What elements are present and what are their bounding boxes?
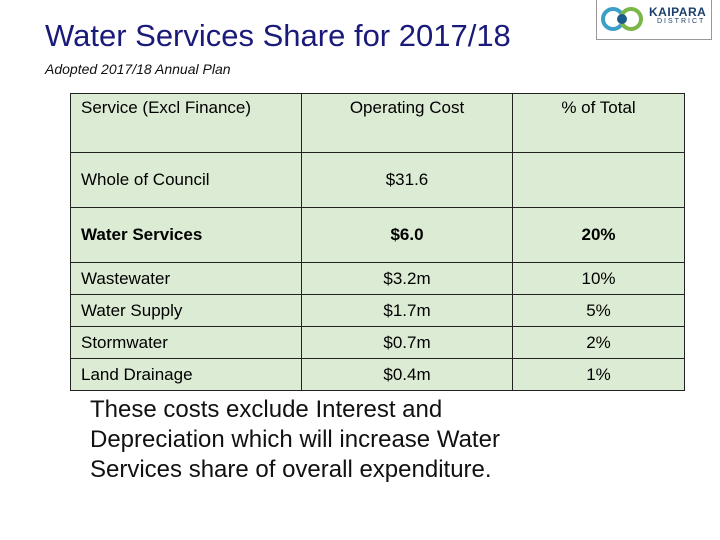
- table-cell: $31.6: [301, 152, 513, 208]
- table-cell: Whole of Council: [70, 152, 302, 208]
- table-row: Water Supply $1.7m 5%: [70, 294, 685, 327]
- table-cell: 5%: [512, 294, 685, 327]
- table-cell: 2%: [512, 326, 685, 359]
- table-cell: $0.4m: [301, 358, 513, 391]
- header-cell: Service (Excl Finance): [70, 93, 302, 153]
- table-row: Wastewater $3.2m 10%: [70, 262, 685, 295]
- header-cell: % of Total: [512, 93, 685, 153]
- table-cell: 10%: [512, 262, 685, 295]
- header-cell: Operating Cost: [301, 93, 513, 153]
- subtitle: Adopted 2017/18 Annual Plan: [45, 61, 231, 77]
- table-row: Stormwater $0.7m 2%: [70, 326, 685, 359]
- table-cell: 20%: [512, 207, 685, 263]
- table-cell: Water Services: [70, 207, 302, 263]
- logo: KAIPARA DISTRICT: [596, 0, 712, 40]
- table-cell: $0.7m: [301, 326, 513, 359]
- logo-text: KAIPARA: [649, 5, 707, 19]
- table-row: Whole of Council $31.6: [70, 152, 685, 208]
- table-cell: Land Drainage: [70, 358, 302, 391]
- table-cell: $6.0: [301, 207, 513, 263]
- table-cell: 1%: [512, 358, 685, 391]
- table-row: Land Drainage $0.4m 1%: [70, 358, 685, 391]
- table-cell: Stormwater: [70, 326, 302, 359]
- logo-icon: [601, 7, 643, 31]
- note: These costs exclude Interest and Deprecia…: [90, 395, 500, 485]
- slide-title: Water Services Share for 2017/18: [45, 18, 511, 53]
- table-cell: $3.2m: [301, 262, 513, 295]
- table-cell: Wastewater: [70, 262, 302, 295]
- note-line: Depreciation which will increase Water: [90, 426, 500, 453]
- cost-table: Service (Excl Finance) Operating Cost% of…: [70, 93, 685, 391]
- table-cell: [512, 152, 685, 208]
- header-row: Service (Excl Finance) Operating Cost% of…: [70, 93, 685, 153]
- note-line: These costs exclude Interest and: [90, 396, 443, 423]
- table-cell: Water Supply: [70, 294, 302, 327]
- table-row: Water Services $6.0 20%: [70, 207, 685, 263]
- logo-text: DISTRICT: [657, 18, 706, 25]
- note-line: Services share of overall expenditure.: [90, 456, 492, 483]
- table-cell: $1.7m: [301, 294, 513, 327]
